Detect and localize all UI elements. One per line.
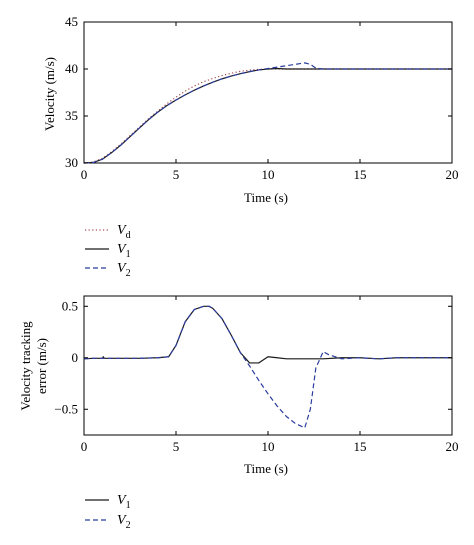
y-tick-label: 45: [65, 14, 78, 29]
y-axis-label-error-line-2: error (m/s): [34, 338, 49, 394]
legend-label: V1: [117, 493, 131, 511]
y-tick-label: 40: [65, 61, 78, 76]
legend-label-subscript: 2: [126, 520, 131, 531]
legend-label-subscript: 1: [126, 249, 131, 260]
legend-label-subscript: 1: [126, 500, 131, 511]
x-tick-label: 15: [354, 167, 367, 182]
plot-frame: [83, 295, 453, 436]
x-axis-label-error: Time (s): [244, 461, 288, 476]
series-line-v1: [83, 67, 452, 164]
x-ticks-error: 0 5 10 15 20: [81, 296, 459, 454]
x-tick-label: 0: [81, 167, 88, 182]
x-tick-label: 5: [173, 439, 180, 454]
series-line-v1: [83, 305, 452, 364]
y-axis-label-velocity: Velocity (m/s): [42, 57, 57, 131]
x-tick-label: 15: [354, 439, 367, 454]
chart-tracking-error: 0 5 10 15 20 0.5 0 −0.5 Time (s) Velocity trac…: [18, 295, 459, 531]
legend-label: V2: [117, 261, 131, 279]
series-line-v2: [83, 305, 452, 429]
y-tick-label: 0.5: [62, 298, 78, 313]
x-tick-label: 20: [446, 167, 459, 182]
legend-error: V1 V2: [85, 493, 131, 531]
y-ticks-error: 0.5 0 −0.5: [54, 298, 452, 416]
x-ticks-velocity: 0 5 10 15 20: [81, 22, 459, 182]
y-tick-label: 35: [65, 108, 78, 123]
series-line-v2: [83, 62, 452, 164]
chart-velocity: 0 5 10 15 20 30 35 40 45 Time (s) Velocity (m/s…: [42, 14, 459, 279]
x-tick-label: 5: [173, 167, 180, 182]
x-tick-label: 0: [81, 439, 88, 454]
x-tick-label: 10: [262, 167, 275, 182]
x-axis-label-velocity: Time (s): [244, 190, 288, 205]
legend-label-subscript: d: [126, 230, 131, 241]
legend-label: V1: [117, 242, 131, 260]
legend-label: V2: [117, 513, 131, 531]
y-tick-label: −0.5: [54, 401, 78, 416]
y-ticks-velocity: 30 35 40 45: [65, 14, 452, 170]
x-tick-label: 20: [446, 439, 459, 454]
y-tick-label: 30: [65, 155, 78, 170]
plot-frame: [83, 21, 453, 164]
series-line-vd: [83, 68, 452, 164]
y-axis-label-error-line-1: Velocity tracking: [18, 321, 33, 411]
x-tick-label: 10: [262, 439, 275, 454]
legend-label: Vd: [117, 223, 131, 241]
legend-label-subscript: 2: [126, 268, 131, 279]
plot-area-velocity: [83, 21, 453, 164]
plot-area-error: [83, 295, 453, 436]
y-tick-label: 0: [72, 350, 79, 365]
